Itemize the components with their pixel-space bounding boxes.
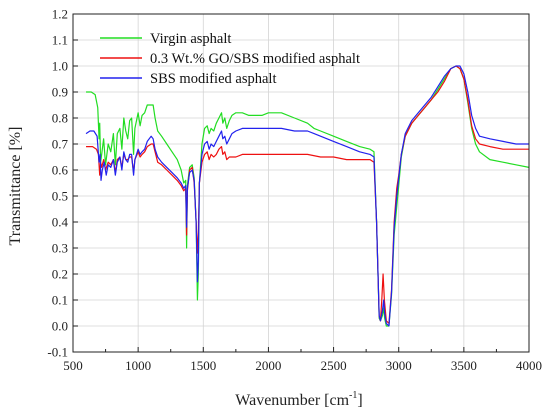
x-tick-label: 2500 — [321, 358, 347, 373]
y-tick-label: 0.5 — [52, 189, 68, 204]
x-tick-label: 1500 — [190, 358, 216, 373]
x-tick-label: 4000 — [516, 358, 542, 373]
y-axis-title: Transmittance [%] — [7, 127, 24, 246]
y-tick-label: -0.1 — [47, 345, 68, 360]
x-tick-label: 3500 — [451, 358, 477, 373]
y-tick-label: 0.2 — [52, 267, 68, 282]
x-tick-label: 1000 — [125, 358, 151, 373]
y-tick-label: 0.8 — [52, 111, 68, 126]
y-tick-label: 0.6 — [52, 163, 69, 178]
y-tick-label: 0.9 — [52, 85, 68, 100]
y-tick-label: 1.1 — [52, 33, 68, 48]
y-tick-label: 1.0 — [52, 59, 68, 74]
legend-label-1: Virgin asphalt — [150, 31, 231, 47]
y-tick-label: 0.0 — [52, 319, 68, 334]
legend: Virgin asphalt 0.3 Wt.% GO/SBS modified a… — [100, 31, 360, 87]
y-tick-label: 0.3 — [52, 241, 68, 256]
x-axis-title-superscript: -1 — [349, 390, 357, 401]
grid-lines — [73, 14, 529, 352]
series-line-2 — [86, 65, 529, 324]
legend-label-3: SBS modified asphalt — [150, 71, 276, 87]
y-tick-label: 1.2 — [52, 7, 68, 22]
axis-ticks — [72, 13, 530, 353]
x-tick-label: 2000 — [255, 358, 281, 373]
x-tick-label: 500 — [63, 358, 83, 373]
series-line-3 — [85, 65, 529, 327]
x-axis-title-main: Wavenumber [cm — [235, 392, 349, 409]
x-axis-title: Wavenumber [cm-1] — [235, 390, 362, 409]
legend-label-2: 0.3 Wt.% GO/SBS modified asphalt — [150, 51, 360, 67]
x-tick-label: 3000 — [386, 358, 412, 373]
y-tick-label: 0.7 — [52, 137, 69, 152]
x-axis-title-end: ] — [357, 392, 362, 409]
y-tick-label: 0.4 — [52, 215, 69, 230]
x-tick-labels: 500 1000 1500 2000 2500 3000 3500 4000 — [63, 358, 542, 373]
y-tick-label: 0.1 — [52, 293, 68, 308]
y-tick-labels: -0.1 0.0 0.1 0.2 0.3 0.4 0.5 0.6 0.7 0.8 0.9 1.0 1.1… — [47, 7, 68, 360]
series-layer — [85, 65, 530, 327]
